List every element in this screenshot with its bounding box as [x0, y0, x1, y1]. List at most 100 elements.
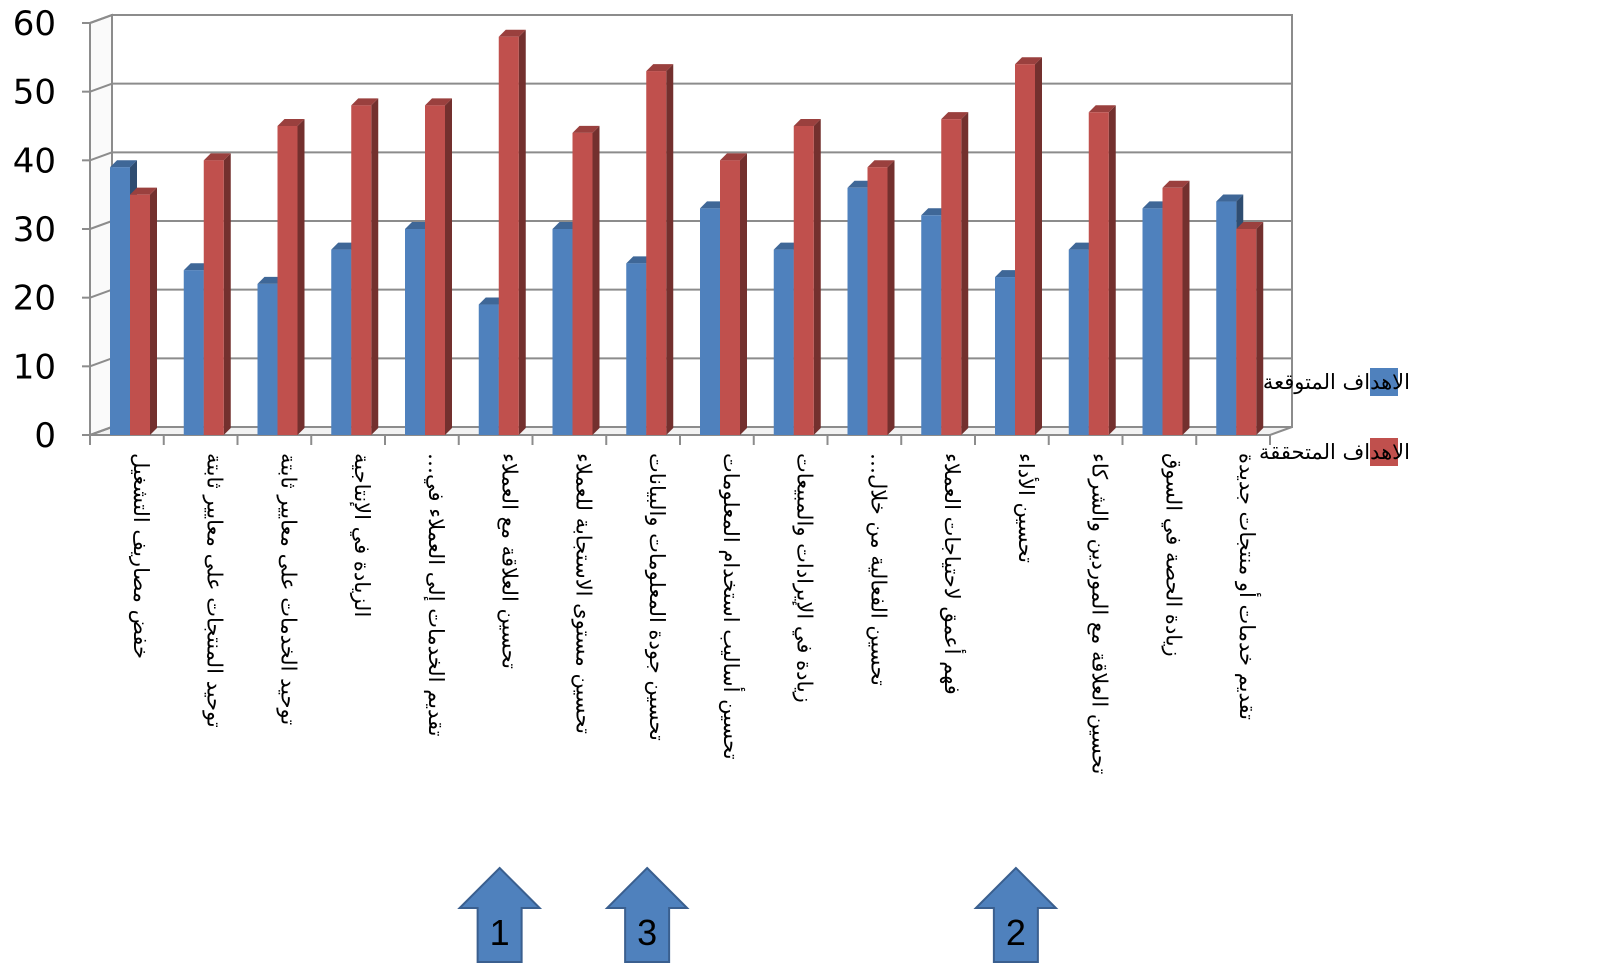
bar-top: [351, 98, 379, 106]
annotation-label: 2: [1006, 912, 1026, 953]
bar-front: [793, 126, 814, 435]
bar-top: [498, 29, 526, 37]
bar: [1162, 180, 1190, 435]
bar-front: [277, 126, 298, 435]
bar: [1236, 222, 1264, 435]
bar-front: [700, 208, 720, 435]
bar: [1088, 105, 1116, 436]
bar-side: [813, 119, 821, 435]
bar-top: [425, 98, 452, 106]
bar-top: [646, 64, 674, 72]
gridline-side: [89, 14, 113, 24]
x-tick-label: تقديم الخدمات إلى العملاء في…: [423, 453, 448, 737]
annotation-label: 3: [637, 912, 657, 953]
bar-front: [110, 167, 130, 435]
bar-front: [867, 167, 888, 435]
bar-front: [1236, 229, 1257, 435]
x-tick-label: تحسين العلاقة مع العملاء: [497, 453, 522, 669]
bar: [351, 98, 379, 436]
bar-front: [1088, 112, 1109, 436]
x-tick-label: تقديم خدمات أو منتجات جديدة: [1234, 453, 1262, 720]
gridline-side: [89, 151, 113, 162]
bar-top: [203, 153, 231, 161]
bar-front: [552, 229, 573, 435]
bar-side: [223, 153, 231, 436]
bar-side: [1256, 222, 1264, 435]
bar: [867, 160, 895, 435]
legend-label: الاهداف المتوقعة: [1263, 370, 1410, 395]
y-tick-label: 30: [13, 210, 56, 250]
bar-front: [773, 249, 794, 435]
bar: [203, 153, 231, 436]
bar-side: [961, 112, 969, 435]
bar-front: [425, 105, 445, 436]
legend-swatch: [1370, 438, 1398, 466]
bar-front: [1162, 187, 1183, 435]
bar-top: [277, 119, 305, 126]
bar: [793, 119, 821, 435]
bar-top: [1088, 105, 1116, 113]
bar-front: [405, 229, 425, 435]
bar-front: [351, 105, 372, 436]
x-tick-label: تحسين مستوى الاستجابة للعملاء: [570, 453, 595, 734]
x-tick-label: خفض مصاريف التشغيل: [128, 453, 153, 659]
bar: [572, 125, 600, 435]
bar-front: [646, 71, 667, 436]
bar-front: [1216, 201, 1237, 435]
bar-top: [130, 187, 157, 195]
bar-top: [720, 153, 747, 161]
up-arrow-icon: [973, 866, 1059, 963]
bar-front: [941, 119, 962, 435]
bar-side: [297, 119, 305, 435]
bar-side: [1182, 180, 1190, 435]
bar-front: [921, 215, 942, 435]
bar-top: [1162, 180, 1190, 188]
bar-front: [130, 194, 150, 435]
bar-side: [740, 153, 747, 436]
gridline-side: [89, 220, 113, 230]
bar-front: [720, 160, 740, 436]
y-tick-label: 0: [34, 416, 56, 456]
legend-label: الاهداف المتحققة: [1259, 440, 1410, 464]
bar-front: [257, 283, 278, 435]
bar: [720, 153, 747, 436]
bars: [110, 29, 1264, 436]
annotation-arrow: 1: [457, 866, 543, 963]
legend: الاهداف المتوقعة الاهداف المتحققة: [1259, 368, 1410, 466]
y-tick-label: 20: [13, 279, 56, 319]
bar: [425, 98, 452, 436]
bar-top: [1015, 57, 1042, 65]
annotation-arrow: 3: [604, 866, 690, 963]
x-tick-label: زيادة الحصة في السوق: [1160, 453, 1185, 657]
bar-top: [793, 119, 821, 126]
y-tick-label: 40: [13, 141, 56, 181]
bar-front: [572, 132, 593, 435]
bar-top: [867, 160, 895, 168]
bar-front: [1068, 249, 1089, 435]
bar-front: [995, 277, 1015, 435]
x-tick-label: الزيادة في الإنتاجية: [349, 453, 374, 617]
x-tick-label: تحسين الفعالية من خلال…: [865, 453, 890, 686]
bar-side: [1108, 105, 1116, 436]
x-tick-label: تحسين العلاقة مع الموردين والشركاء: [1087, 453, 1112, 774]
annotation-arrow: 2: [973, 866, 1059, 963]
bar-top: [1216, 194, 1244, 202]
bar-front: [478, 304, 499, 435]
bar-side: [592, 125, 600, 435]
bar-front: [626, 263, 647, 435]
bar-top: [1236, 222, 1264, 229]
bar-side: [887, 160, 895, 435]
bar-front: [203, 160, 224, 436]
gridline-side: [89, 357, 113, 368]
bar-side: [150, 187, 157, 435]
up-arrow-icon: [604, 866, 690, 963]
x-tick-label: زيادة في الإيرادات والمبيعات: [792, 453, 817, 703]
bar-top: [941, 112, 969, 120]
x-tick-label: تحسين أساليب استخدام المعلومات: [718, 453, 746, 760]
bar-side: [666, 64, 674, 436]
bar-front: [331, 249, 352, 435]
bar: [941, 112, 969, 435]
x-tick-label: تحسين الأداء: [1013, 453, 1040, 563]
bar-side: [518, 29, 526, 435]
legend-swatch: [1370, 368, 1398, 396]
